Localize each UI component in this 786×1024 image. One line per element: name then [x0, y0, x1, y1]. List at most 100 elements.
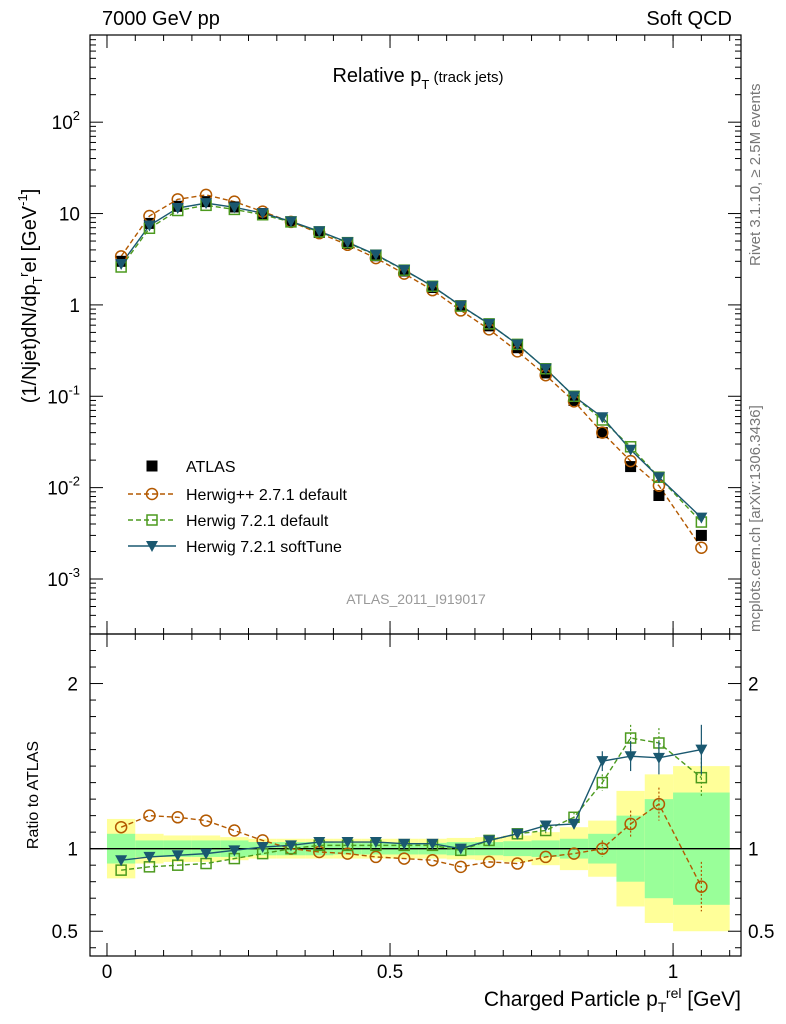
ratio-point-herwigpp: [596, 842, 609, 855]
y-tick-label: 10-2: [47, 474, 80, 500]
ratio-point-herwigpp: [228, 824, 241, 837]
x-tick-label: 1: [668, 962, 679, 983]
data-point-softtune: [511, 339, 524, 351]
data-point-herwigpp: [596, 426, 609, 439]
data-point-softtune: [695, 512, 708, 524]
ratio-point-softtune: [596, 756, 609, 768]
ratio-y-tick-label-right: 0.5: [748, 922, 774, 943]
ratio-point-herwigpp: [143, 809, 156, 822]
data-point-softtune: [596, 412, 609, 424]
data-point-softtune: [568, 391, 581, 403]
data-point-softtune: [313, 226, 326, 238]
legend-label-herwig721: Herwig 7.2.1 default: [186, 513, 329, 530]
ratio-point-herwigpp: [341, 847, 354, 860]
ratio-y-tick-label: 0.5: [52, 922, 78, 943]
ratio-point-herwigpp: [624, 817, 637, 831]
ratio-point-herwigpp: [652, 797, 666, 811]
ratio-point-softtune: [483, 835, 496, 847]
x-tick-label: 0: [102, 962, 113, 983]
legend-label-softtune: Herwig 7.2.1 softTune: [186, 539, 342, 556]
analysis-id: ATLAS_2011_I919017: [346, 591, 486, 607]
x-axis-label: Charged Particle pTrel [GeV]: [484, 985, 741, 1015]
mcplots-label: mcplots.cern.ch [arXiv:1306.3436]: [747, 405, 764, 632]
data-point-softtune: [398, 264, 411, 276]
y-tick-label: 1: [69, 296, 80, 317]
data-point-softtune: [256, 208, 269, 220]
data-point-softtune: [426, 281, 439, 293]
ratio-point-softtune: [228, 845, 241, 857]
data-point-softtune: [341, 237, 354, 249]
y-axis-label: (1/Njet)dN/dpTrel [GeV-1]: [15, 189, 45, 404]
legend-label-herwigpp: Herwig++ 2.7.1 default: [186, 487, 348, 504]
data-point-softtune: [200, 198, 213, 210]
ratio-point-herwigpp: [171, 811, 184, 824]
data-point-softtune: [171, 202, 184, 214]
ratio-point-herwig721: [596, 776, 609, 789]
ratio-point-herwigpp: [454, 860, 468, 874]
ratio-plot-frame: [89, 633, 742, 957]
data-point-softtune: [284, 216, 297, 228]
x-tick-label: 0.5: [377, 962, 403, 983]
legend-marker-softtune: [146, 541, 158, 552]
ratio-point-softtune: [115, 855, 128, 867]
y-tick-label: 10-1: [47, 382, 80, 408]
data-point-softtune: [483, 318, 496, 330]
ratio-y-axis-label: Ratio to ATLAS: [25, 741, 42, 849]
ratio-point-softtune: [284, 840, 297, 852]
y-tick-label: 10: [59, 205, 80, 226]
ratio-point-herwigpp: [397, 852, 411, 865]
data-point-softtune: [115, 259, 128, 271]
ratio-point-softtune: [398, 838, 411, 850]
rivet-version-label: Rivet 3.1.10, ≥ 2.5M events: [747, 83, 764, 267]
data-point-softtune: [539, 363, 552, 375]
ratio-point-herwigpp: [114, 820, 128, 834]
data-point-atlas: [596, 427, 608, 439]
ratio-point-softtune: [652, 752, 665, 764]
ratio-point-softtune: [143, 851, 156, 863]
data-point-atlas: [695, 529, 707, 541]
ratio-point-softtune: [341, 837, 354, 849]
ratio-point-softtune: [539, 820, 552, 832]
ratio-point-softtune: [171, 850, 184, 862]
ratio-point-herwigpp: [426, 853, 439, 867]
energy-label: 7000 GeV pp: [102, 8, 220, 30]
legend-marker-atlas: [146, 460, 158, 472]
ratio-y-tick-label-right: 1: [748, 840, 759, 861]
ratio-point-softtune: [426, 838, 439, 850]
ratio-point-softtune: [454, 843, 467, 855]
legend-marker-herwigpp: [145, 487, 159, 501]
ratio-point-herwigpp: [482, 855, 496, 869]
data-point-herwigpp: [695, 541, 708, 554]
ratio-point-softtune: [200, 848, 213, 860]
chart-title: Relative pT (track jets): [332, 65, 503, 92]
ratio-point-softtune: [511, 828, 524, 840]
ratio-point-herwigpp: [199, 814, 213, 827]
legend-marker-herwig721: [146, 514, 158, 526]
ratio-point-softtune: [313, 837, 326, 849]
ratio-point-softtune: [568, 818, 581, 830]
data-point-softtune: [369, 249, 382, 261]
ratio-point-herwigpp: [369, 850, 383, 864]
ratio-y-tick-label: 1: [67, 840, 78, 861]
data-point-softtune: [624, 444, 637, 456]
y-tick-label: 10-3: [47, 565, 80, 591]
ratio-point-softtune: [624, 751, 637, 763]
data-point-atlas: [653, 490, 665, 502]
data-point-softtune: [454, 300, 467, 312]
y-tick-label: 102: [52, 108, 80, 134]
ratio-line-herwigpp: [120, 803, 702, 887]
ratio-point-herwigpp: [567, 847, 581, 860]
ratio-point-softtune: [695, 744, 708, 756]
ratio-point-herwigpp: [695, 880, 708, 893]
ratio-point-softtune: [256, 842, 269, 854]
ratio-point-softtune: [369, 837, 382, 849]
data-point-softtune: [143, 220, 156, 232]
data-point-softtune: [652, 472, 665, 484]
ratio-y-tick-label: 2: [67, 675, 78, 696]
ratio-point-herwigpp: [539, 850, 552, 864]
ratio-point-herwigpp: [511, 857, 524, 870]
legend-label-atlas: ATLAS: [186, 459, 236, 476]
ratio-y-tick-label-right: 2: [748, 675, 759, 696]
process-label: Soft QCD: [646, 8, 732, 30]
